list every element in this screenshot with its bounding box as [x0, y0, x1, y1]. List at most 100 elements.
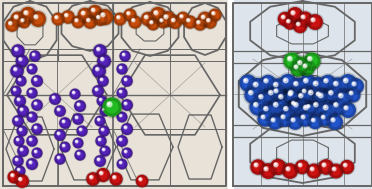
- Circle shape: [300, 61, 314, 75]
- Circle shape: [315, 103, 316, 105]
- Circle shape: [180, 15, 183, 18]
- Circle shape: [212, 12, 215, 15]
- Circle shape: [100, 172, 102, 173]
- Circle shape: [303, 64, 307, 68]
- Circle shape: [63, 145, 64, 146]
- Circle shape: [30, 115, 31, 116]
- Circle shape: [127, 12, 130, 15]
- Circle shape: [261, 164, 275, 178]
- Circle shape: [99, 12, 113, 25]
- Circle shape: [270, 99, 286, 115]
- Circle shape: [97, 16, 99, 17]
- Circle shape: [299, 164, 301, 165]
- Circle shape: [345, 107, 346, 108]
- Circle shape: [334, 82, 336, 84]
- Circle shape: [272, 101, 286, 115]
- Circle shape: [97, 118, 100, 121]
- Circle shape: [29, 138, 32, 141]
- Circle shape: [262, 77, 276, 91]
- Circle shape: [29, 66, 32, 69]
- Circle shape: [100, 99, 101, 100]
- Circle shape: [317, 93, 318, 94]
- Circle shape: [260, 114, 272, 126]
- Circle shape: [270, 91, 271, 93]
- Circle shape: [344, 164, 346, 165]
- Circle shape: [28, 137, 37, 146]
- Circle shape: [260, 103, 276, 119]
- Circle shape: [17, 77, 26, 86]
- Circle shape: [349, 91, 353, 95]
- Circle shape: [34, 126, 37, 129]
- Circle shape: [87, 19, 90, 22]
- Circle shape: [197, 21, 200, 24]
- Circle shape: [316, 92, 320, 96]
- Circle shape: [320, 75, 336, 91]
- Circle shape: [16, 119, 17, 120]
- Circle shape: [123, 101, 132, 110]
- Circle shape: [282, 105, 296, 119]
- Circle shape: [76, 141, 77, 142]
- Circle shape: [343, 105, 356, 118]
- Circle shape: [33, 149, 42, 158]
- Circle shape: [302, 77, 317, 91]
- Circle shape: [320, 114, 332, 126]
- Circle shape: [198, 21, 199, 22]
- Circle shape: [99, 139, 100, 140]
- Circle shape: [34, 102, 37, 105]
- Circle shape: [33, 77, 42, 87]
- Circle shape: [20, 8, 35, 22]
- Circle shape: [28, 113, 37, 122]
- Circle shape: [264, 167, 268, 171]
- Circle shape: [118, 89, 127, 98]
- Circle shape: [278, 112, 292, 126]
- Circle shape: [247, 89, 262, 103]
- Circle shape: [304, 53, 320, 69]
- Circle shape: [290, 117, 302, 129]
- Circle shape: [15, 166, 25, 176]
- Circle shape: [57, 132, 60, 135]
- Circle shape: [294, 81, 298, 86]
- Circle shape: [307, 164, 321, 178]
- Circle shape: [16, 76, 26, 86]
- Circle shape: [119, 90, 122, 93]
- Circle shape: [122, 53, 125, 56]
- Circle shape: [118, 16, 119, 18]
- Circle shape: [55, 130, 65, 140]
- Circle shape: [19, 147, 28, 156]
- Circle shape: [25, 12, 26, 13]
- Circle shape: [31, 52, 40, 61]
- Circle shape: [304, 105, 308, 110]
- Circle shape: [29, 114, 32, 117]
- Circle shape: [186, 18, 196, 28]
- Circle shape: [79, 128, 82, 131]
- Circle shape: [16, 159, 17, 160]
- Circle shape: [350, 92, 352, 93]
- Circle shape: [291, 11, 295, 15]
- Circle shape: [277, 93, 291, 107]
- Circle shape: [117, 159, 127, 169]
- Circle shape: [200, 14, 212, 26]
- Circle shape: [122, 76, 132, 86]
- Circle shape: [100, 57, 104, 61]
- Circle shape: [13, 116, 23, 126]
- Circle shape: [11, 174, 14, 177]
- Circle shape: [310, 117, 322, 129]
- Circle shape: [320, 102, 336, 118]
- Circle shape: [283, 78, 288, 83]
- Circle shape: [32, 100, 42, 110]
- Circle shape: [310, 99, 326, 115]
- Circle shape: [9, 22, 10, 23]
- Circle shape: [165, 16, 166, 17]
- Circle shape: [21, 149, 22, 150]
- Circle shape: [201, 15, 205, 19]
- Circle shape: [302, 89, 306, 93]
- Circle shape: [65, 13, 68, 17]
- Circle shape: [117, 112, 127, 122]
- Circle shape: [284, 53, 300, 69]
- Circle shape: [18, 78, 21, 81]
- Circle shape: [30, 51, 40, 61]
- Circle shape: [194, 18, 206, 30]
- Circle shape: [73, 114, 83, 124]
- Circle shape: [18, 16, 30, 28]
- Circle shape: [19, 178, 20, 179]
